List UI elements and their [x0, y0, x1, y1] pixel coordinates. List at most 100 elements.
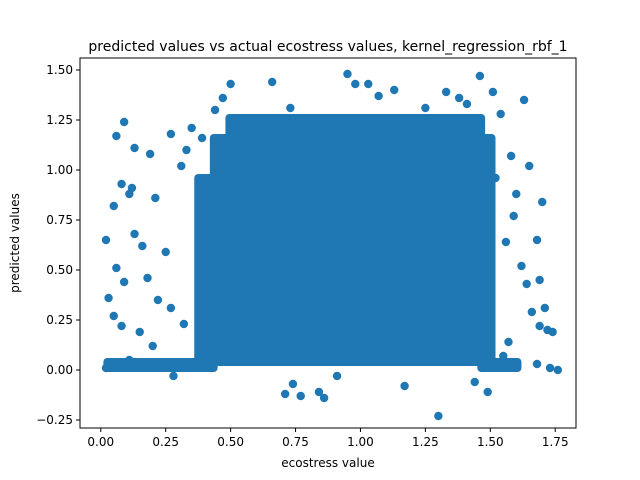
y-tick-label: 0.75 [46, 213, 73, 227]
scatter-point [532, 359, 542, 369]
scatter-point [197, 133, 207, 143]
scatter-point [151, 193, 160, 203]
scatter-point [119, 277, 129, 287]
dense-top-band [225, 114, 486, 160]
dense-core-region [209, 134, 496, 366]
x-tick-label: 0.75 [282, 435, 309, 449]
scatter-point [166, 129, 176, 139]
y-tick-label: 0.25 [46, 313, 73, 327]
scatter-point [470, 377, 479, 387]
scatter-point [441, 87, 451, 97]
scatter-point [496, 109, 505, 119]
scatter-point [218, 93, 228, 103]
x-tick-label: 0.00 [87, 435, 114, 449]
scatter-point [434, 411, 443, 421]
scatter-point [179, 319, 189, 329]
scatter-point [267, 77, 277, 87]
y-axis-label: predicted values [8, 193, 22, 293]
scatter-point [491, 173, 500, 183]
scatter-point [488, 87, 498, 97]
scatter-point [540, 303, 550, 313]
scatter-point [319, 393, 329, 403]
plot-area [101, 69, 563, 421]
scatter-point [187, 123, 196, 133]
x-axis-label: ecostress value [281, 456, 374, 470]
y-tick-label: 1.00 [46, 163, 73, 177]
scatter-point [493, 361, 503, 371]
scatter-point [400, 381, 409, 391]
scatter-point [169, 371, 178, 381]
scatter-point [288, 379, 298, 389]
scatter-point [499, 351, 508, 361]
scatter-point [109, 201, 118, 211]
scatter-point [535, 275, 544, 285]
x-tick-label: 1.00 [347, 435, 374, 449]
scatter-point [522, 279, 531, 289]
scatter-point [117, 179, 126, 189]
dense-left-edge [194, 174, 221, 366]
scatter-point [112, 263, 121, 273]
scatter-point [343, 69, 352, 79]
scatter-point [545, 363, 555, 373]
x-tick-label: 0.25 [152, 435, 179, 449]
scatter-point [161, 247, 170, 257]
scatter-point [548, 327, 557, 337]
x-axis-ticks: 0.00 0.25 0.50 0.75 1.00 1.25 1.50 1.75 [87, 428, 569, 449]
y-axis-ticks: −0.25 0.00 0.25 0.50 0.75 1.00 1.25 1.50 [36, 63, 80, 427]
scatter-point [135, 327, 144, 337]
scatter-point [203, 275, 212, 285]
scatter-point [517, 261, 526, 271]
scatter-point [332, 371, 342, 381]
scatter-point [125, 355, 134, 365]
scatter-point [538, 197, 547, 207]
scatter-point [101, 363, 111, 373]
scatter-point [182, 145, 191, 155]
scatter-point [314, 387, 324, 397]
scatter-point [390, 85, 399, 95]
scatter-point [454, 93, 464, 103]
y-tick-label: 1.25 [46, 113, 73, 127]
scatter-point [553, 365, 563, 375]
scatter-point [286, 103, 295, 113]
scatter-point [483, 387, 492, 397]
scatter-point [462, 99, 472, 109]
scatter-point [501, 237, 511, 247]
scatter-point [166, 303, 176, 313]
scatter-point [153, 295, 163, 305]
scatter-point [148, 341, 157, 351]
scatter-point [138, 241, 147, 251]
x-tick-label: 1.50 [477, 435, 504, 449]
scatter-point [374, 91, 383, 101]
scatter-point [109, 311, 118, 321]
scatter-point [130, 143, 139, 153]
scatter-point [127, 183, 137, 193]
scatter-point [210, 105, 220, 115]
scatter-point [145, 149, 155, 159]
scatter-point [130, 229, 139, 239]
y-tick-label: 0.00 [46, 363, 73, 377]
scatter-point [506, 151, 516, 161]
axes-frame [79, 57, 577, 429]
x-tick-label: 1.75 [542, 435, 569, 449]
scatter-point [525, 161, 534, 171]
scatter-point [101, 235, 111, 245]
y-tick-label: 0.50 [46, 263, 73, 277]
scatter-point [512, 189, 521, 199]
scatter-point [351, 79, 360, 89]
scatter-point [177, 161, 186, 171]
scatter-point [143, 273, 152, 283]
x-tick-label: 1.25 [412, 435, 439, 449]
scatter-point [280, 389, 290, 399]
scatter-point [364, 79, 373, 89]
scatter-point [527, 307, 537, 317]
scatter-point [535, 321, 544, 331]
chart-title: predicted values vs actual ecostress val… [88, 39, 567, 55]
scatter-point [504, 337, 513, 347]
x-tick-label: 0.50 [217, 435, 244, 449]
scatter-point [112, 131, 121, 141]
scatter-point [475, 71, 485, 81]
scatter-point [296, 391, 305, 401]
scatter-point [532, 235, 542, 245]
y-tick-label: 1.50 [46, 63, 73, 77]
